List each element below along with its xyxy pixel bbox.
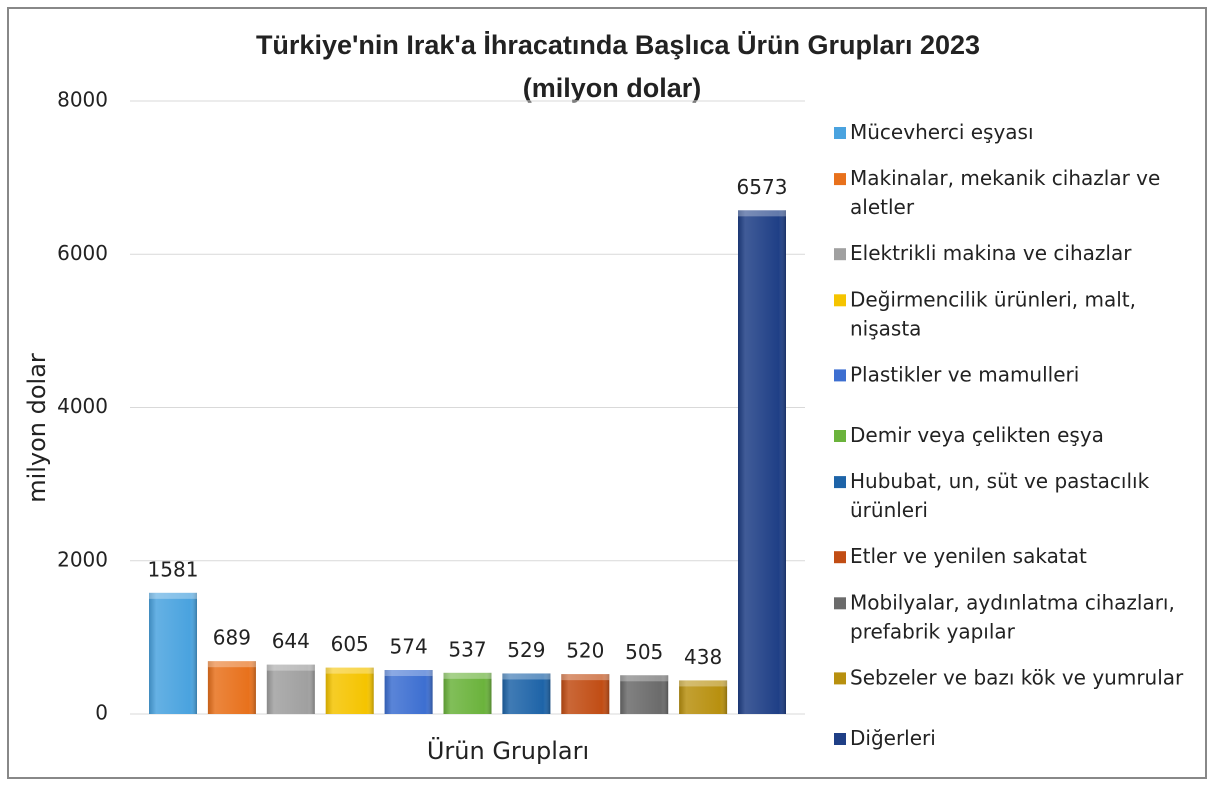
value-label: 537 — [448, 637, 486, 661]
bar-shine — [679, 680, 728, 714]
chart-title: Türkiye'nin Irak'a İhracatında Başlıca Ü… — [256, 30, 980, 60]
value-label: 505 — [625, 640, 663, 664]
bar-cap — [620, 675, 669, 682]
y-tick-label: 6000 — [57, 241, 108, 265]
legend-label: Mobilyalar, aydınlatma cihazları, prefab… — [850, 590, 1181, 643]
y-tick-label: 8000 — [57, 88, 108, 112]
legend-swatch — [834, 733, 846, 745]
bar-cap — [325, 667, 374, 674]
bar-shine — [207, 661, 256, 714]
legend-swatch — [834, 173, 846, 186]
bar-shine — [384, 670, 433, 714]
value-label: 644 — [272, 629, 310, 653]
legend-label: Mücevherci eşyası — [850, 120, 1034, 144]
legend-label: Elektrikli makina ve cihazlar — [850, 241, 1132, 265]
legend-label: Makinalar, mekanik cihazlar ve aletler — [850, 166, 1167, 219]
legend-swatch — [834, 597, 846, 610]
bar-shine — [266, 664, 315, 714]
legend-swatch — [834, 369, 846, 382]
bar-cap — [443, 672, 492, 679]
bar-cap — [207, 661, 256, 668]
value-label: 438 — [684, 645, 722, 669]
y-tick-label: 4000 — [57, 394, 108, 418]
value-label: 6573 — [737, 175, 788, 199]
legend-swatch — [834, 127, 846, 139]
chart-border — [7, 7, 1207, 779]
bar-shine — [149, 592, 197, 714]
value-label: 605 — [331, 632, 369, 656]
legend-swatch — [834, 248, 846, 261]
legend-label: Demir veya çelikten eşya — [850, 423, 1104, 447]
value-label: 520 — [566, 639, 604, 663]
value-label: 1581 — [148, 557, 199, 581]
bar-shine — [738, 210, 786, 714]
bar-shine — [620, 675, 669, 714]
x-axis-label: Ürün Grupları — [427, 736, 589, 765]
legend-label: Sebzeler ve bazı kök ve yumrular — [850, 665, 1184, 689]
y-tick-label: 2000 — [57, 547, 108, 571]
value-label: 574 — [390, 635, 428, 659]
bar-cap — [738, 210, 786, 217]
legend-label: Hububat, un, süt ve pastacılık ürünleri — [850, 469, 1156, 522]
legend-label: Diğerleri — [850, 726, 936, 750]
bar-shine — [561, 674, 610, 714]
legend-label: Etler ve yenilen sakatat — [850, 544, 1087, 568]
legend-swatch — [834, 294, 846, 307]
bar-cap — [561, 674, 610, 681]
legend-label: Plastikler ve mamulleri — [850, 362, 1079, 386]
legend-swatch — [834, 672, 846, 685]
bar-shine — [502, 673, 551, 714]
legend-swatch — [834, 430, 846, 442]
bar-cap — [266, 664, 315, 671]
bar-shine — [443, 672, 492, 714]
value-label: 529 — [507, 638, 545, 662]
legend-label: Değirmencilik ürünleri, malt, nişasta — [850, 287, 1142, 340]
y-tick-label: 0 — [95, 701, 108, 725]
chart-subtitle: (milyon dolar) — [523, 73, 702, 103]
bar-cap — [679, 680, 728, 687]
bar-cap — [502, 673, 551, 680]
bar-shine — [325, 667, 374, 714]
bar-cap — [149, 592, 197, 599]
y-axis-label: milyon dolar — [23, 353, 51, 503]
bar-cap — [384, 670, 433, 677]
legend-swatch — [834, 476, 846, 489]
legend-swatch — [834, 551, 846, 564]
value-label: 689 — [213, 626, 251, 650]
